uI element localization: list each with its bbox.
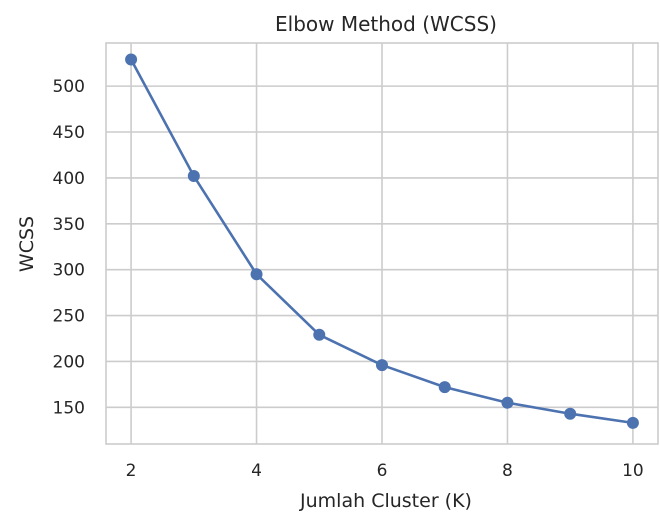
data-point — [250, 268, 263, 281]
y-tick-label: 400 — [53, 169, 85, 189]
x-tick-label: 6 — [377, 461, 388, 481]
chart-title: Elbow Method (WCSS) — [275, 12, 497, 36]
y-tick-label: 200 — [53, 352, 85, 372]
data-point — [376, 359, 388, 372]
x-axis-label: Jumlah Cluster (K) — [299, 490, 472, 512]
y-tick-label: 250 — [53, 307, 85, 327]
x-tick-labels: 2 4 6 8 10 — [126, 461, 644, 481]
y-axis-label: WCSS — [16, 216, 38, 272]
data-point — [313, 328, 326, 341]
y-tick-label: 150 — [53, 398, 85, 418]
data-point — [187, 170, 200, 183]
y-tick-labels: 150 200 250 300 350 400 450 500 — [53, 77, 85, 418]
data-point — [626, 416, 639, 429]
data-point — [564, 407, 577, 420]
grid — [106, 43, 658, 444]
x-tick-label: 8 — [502, 461, 513, 481]
y-tick-label: 500 — [53, 77, 85, 97]
x-tick-label: 4 — [251, 461, 262, 481]
data-point — [438, 381, 451, 394]
x-tick-label: 10 — [622, 461, 644, 481]
x-tick-label: 2 — [126, 461, 137, 481]
plot-frame — [105, 42, 659, 445]
y-tick-label: 350 — [53, 215, 85, 235]
data-point — [501, 396, 514, 409]
data-point — [125, 53, 138, 66]
y-tick-label: 450 — [53, 123, 85, 143]
y-tick-label: 300 — [53, 261, 85, 281]
series-wcss — [125, 53, 639, 429]
